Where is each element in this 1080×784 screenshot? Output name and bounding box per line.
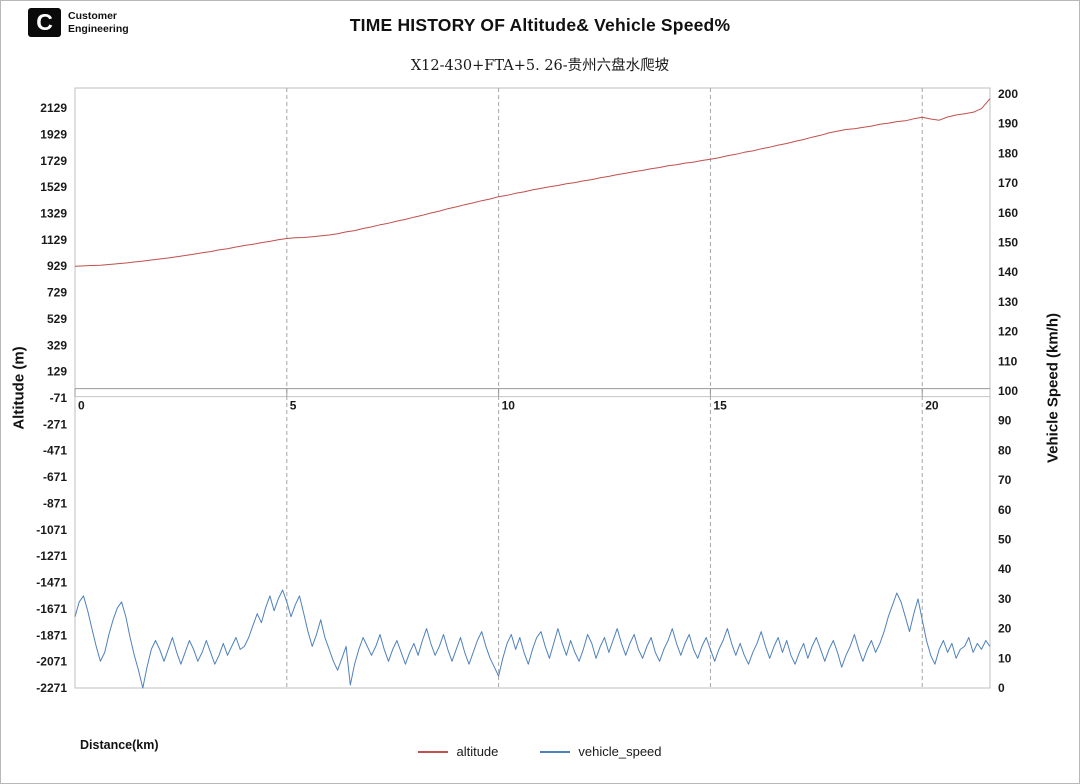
y-left-tick-label: 129 <box>47 365 67 379</box>
y-left-tick-label: -871 <box>43 496 67 510</box>
y-left-tick-label: 1729 <box>40 154 67 168</box>
y-left-tick-label: 929 <box>47 259 67 273</box>
y-right-tick-label: 70 <box>998 473 1012 487</box>
y-left-tick-label: 2129 <box>40 101 67 115</box>
y-right-tick-label: 180 <box>998 146 1018 160</box>
chart-title: TIME HISTORY OF Altitude& Vehicle Speed% <box>349 15 731 35</box>
y-left-tick-label: 729 <box>47 286 67 300</box>
y-right-tick-label: 200 <box>998 87 1018 101</box>
y-right-tick-label: 20 <box>998 622 1012 636</box>
y-right-tick-label: 0 <box>998 681 1005 695</box>
legend-item-vehicle-speed: vehicle_speed <box>540 744 662 759</box>
y-left-tick-label: -71 <box>50 391 68 405</box>
y-left-tick-label: 329 <box>47 338 67 352</box>
legend-item-altitude: altitude <box>418 744 498 759</box>
x-tick-label: 5 <box>290 399 297 413</box>
y-right-tick-label: 50 <box>998 532 1012 546</box>
altitude-line-swatch <box>418 750 449 753</box>
y-right-tick-label: 130 <box>998 295 1018 309</box>
series-vehicle_speed <box>74 589 991 689</box>
y-left-tick-label: -1471 <box>36 576 67 590</box>
x-tick-label: 20 <box>925 399 939 413</box>
y-left-tick-label: -1071 <box>36 523 67 537</box>
y-right-tick-label: 170 <box>998 176 1018 190</box>
x-tick-label: 15 <box>713 399 727 413</box>
y-left-tick-label: 529 <box>47 312 67 326</box>
y-left-tick-label: -1871 <box>36 628 67 642</box>
y-left-tick-label: 1329 <box>40 206 67 220</box>
x-tick-label: 0 <box>78 399 85 413</box>
y-left-tick-label: 1129 <box>41 233 67 247</box>
y-right-tick-label: 30 <box>998 592 1012 606</box>
y-left-tick-label: -1271 <box>36 549 67 563</box>
y-left-tick-label: -271 <box>43 417 67 431</box>
vehicle-speed-line-swatch <box>540 750 571 753</box>
y-right-tick-label: 110 <box>998 354 1018 368</box>
y-right-tick-label: 140 <box>998 265 1018 279</box>
legend: altitude vehicle_speed <box>0 744 1080 759</box>
x-tick-label: 10 <box>502 399 516 413</box>
y-left-tick-label: -471 <box>43 444 67 458</box>
y-right-tick-label: 80 <box>998 443 1012 457</box>
cummins-c-icon: C <box>28 8 61 37</box>
plot-border <box>74 87 991 689</box>
logo-text: Customer Engineering <box>68 10 129 35</box>
y-left-tick-label: -1671 <box>36 602 67 616</box>
series-altitude <box>74 98 991 267</box>
y-left-tick-label: 1529 <box>40 180 67 194</box>
y-right-tick-label: 190 <box>998 117 1018 131</box>
y-axis-title-right: Vehicle Speed (km/h) <box>1044 312 1062 464</box>
y-left-tick-label: -2071 <box>36 655 67 669</box>
cummins-logo: C Customer Engineering <box>28 8 129 37</box>
y-right-tick-label: 160 <box>998 206 1018 220</box>
legend-label-altitude: altitude <box>456 744 499 759</box>
y-right-tick-label: 100 <box>998 384 1018 398</box>
logo-line-1: Customer <box>68 9 118 22</box>
y-right-tick-label: 120 <box>998 325 1018 339</box>
y-right-tick-label: 90 <box>998 414 1012 428</box>
y-right-tick-label: 10 <box>998 651 1012 665</box>
y-right-tick-label: 40 <box>998 562 1012 576</box>
chart-subtitle: X12-430+FTA+5. 26-贵州六盘水爬坡 <box>410 58 670 74</box>
legend-label-vehicle-speed: vehicle_speed <box>578 744 662 759</box>
y-right-tick-label: 150 <box>998 235 1018 249</box>
y-left-tick-label: -671 <box>43 470 67 484</box>
y-left-tick-label: -2271 <box>36 681 67 695</box>
y-axis-title-left: Altitude (m) <box>10 346 28 430</box>
logo-line-2: Engineering <box>68 22 129 35</box>
y-left-tick-label: 1929 <box>40 127 67 141</box>
x-axis-title: Distance(km) <box>80 738 159 752</box>
y-right-tick-label: 60 <box>998 503 1012 517</box>
